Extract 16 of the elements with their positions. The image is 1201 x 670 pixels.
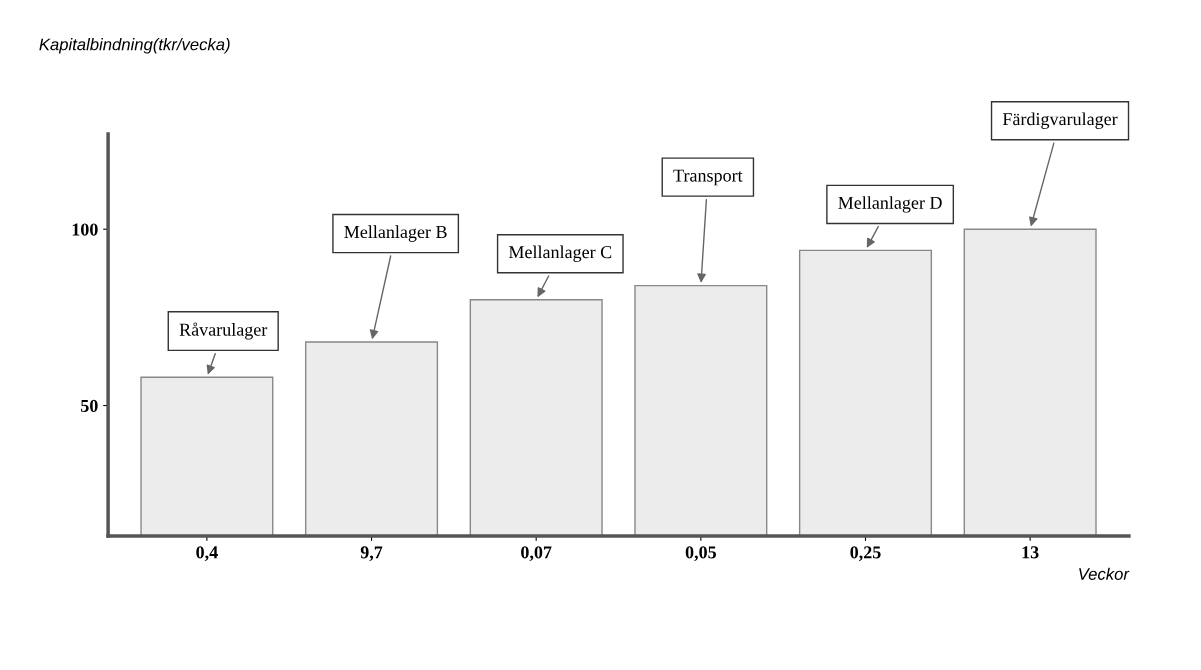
x-axis-title: Veckor xyxy=(1079,567,1130,580)
x-tick-label: 0,25 xyxy=(850,546,881,562)
annotation: Råvarulager xyxy=(179,322,268,340)
x-tick-label: 0,05 xyxy=(685,546,716,562)
annotation: Mellanlager D xyxy=(838,196,942,213)
x-tick-label: 13 xyxy=(1022,546,1039,559)
annotation: Färdigvarulager xyxy=(1002,112,1118,129)
y-axis-title: Kapitalbindning(tkr/vecka) xyxy=(39,38,230,54)
x-tick-label: 0,4 xyxy=(196,546,218,562)
annotation: Mellanlager B xyxy=(344,225,447,242)
x-tick-label: 9,7 xyxy=(360,546,383,562)
x-tick-label: 0,07 xyxy=(521,546,552,562)
y-tick-label: 50 xyxy=(81,399,98,412)
annotation: Mellanlager C xyxy=(508,245,612,262)
annotation: Transport xyxy=(673,169,743,186)
y-tick-label: 100 xyxy=(72,223,98,236)
